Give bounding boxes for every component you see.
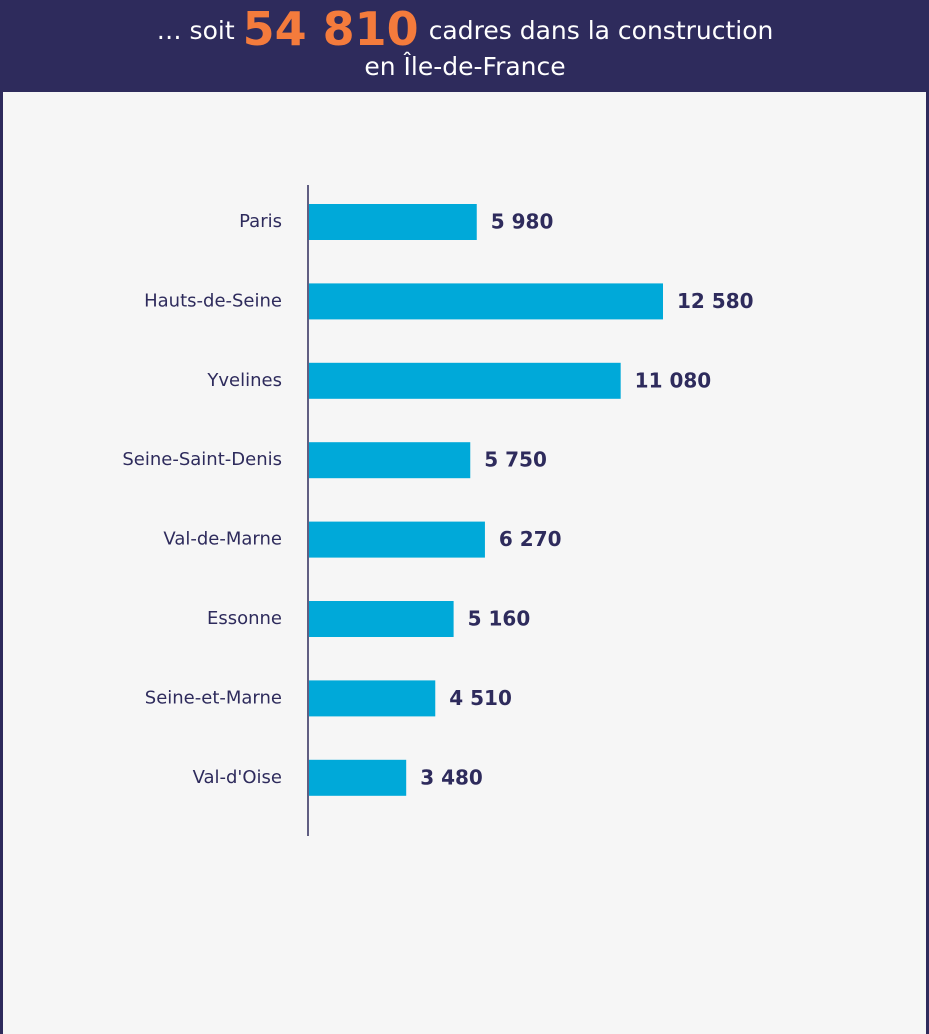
bar (309, 521, 485, 558)
value-label: 11 080 (635, 368, 712, 392)
value-label: 4 510 (449, 686, 512, 710)
title-highlight: 54 810 (243, 2, 419, 56)
category-label: Yvelines (206, 370, 282, 391)
title-rest: cadres dans la construction (429, 16, 774, 45)
value-label: 5 750 (484, 448, 547, 472)
bar (309, 759, 407, 796)
left-border (0, 0, 3, 1034)
chart-title-line2: en Île-de-France (364, 52, 565, 81)
bar (309, 601, 454, 637)
value-label: 3 480 (420, 765, 483, 789)
title-lead: … soit (157, 16, 235, 45)
category-label: Paris (239, 211, 282, 232)
bar (309, 362, 621, 399)
chart-title: … soit 54 810 cadres dans la construction (157, 2, 774, 56)
header (0, 0, 929, 92)
bar (309, 204, 477, 240)
category-label: Essonne (207, 608, 282, 629)
category-label: Val-d'Oise (193, 767, 282, 788)
category-label: Hauts-de-Seine (144, 290, 282, 311)
value-label: 5 980 (491, 210, 554, 234)
value-label: 12 580 (677, 289, 754, 313)
right-border (926, 0, 929, 1034)
category-label: Seine-Saint-Denis (122, 449, 282, 470)
bar (309, 680, 436, 717)
value-label: 6 270 (499, 527, 562, 551)
category-label: Seine-et-Marne (145, 687, 282, 708)
value-label: 5 160 (468, 607, 531, 631)
bar (309, 442, 471, 479)
category-label: Val-de-Marne (163, 529, 282, 550)
bar (309, 283, 663, 320)
